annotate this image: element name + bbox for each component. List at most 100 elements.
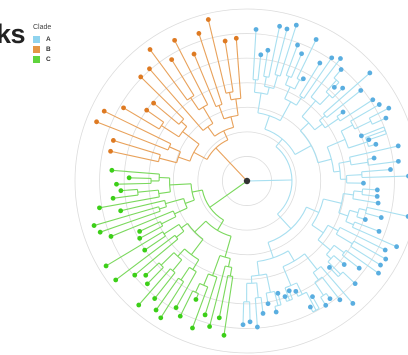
branch-a bbox=[260, 297, 264, 314]
tip-node-c bbox=[173, 305, 179, 311]
tip-node-a bbox=[338, 56, 343, 61]
branch-a bbox=[365, 212, 382, 219]
tip-node-a bbox=[382, 247, 388, 253]
branch-c bbox=[112, 194, 139, 199]
branch-b bbox=[149, 49, 188, 101]
tip-node-b bbox=[151, 100, 157, 106]
tip-node-a bbox=[361, 180, 366, 186]
branch-c bbox=[169, 183, 192, 186]
branch-a bbox=[256, 261, 260, 276]
branch-a bbox=[311, 224, 324, 234]
branch-c bbox=[194, 220, 207, 233]
branch-a bbox=[277, 213, 292, 230]
branch-b bbox=[218, 105, 225, 120]
legend-title: Clade bbox=[33, 24, 52, 31]
tip-node-c bbox=[103, 263, 109, 269]
tip-node-c bbox=[152, 296, 158, 301]
tip-node-a bbox=[374, 193, 380, 199]
branch-a bbox=[350, 161, 368, 166]
tip-node-c bbox=[132, 272, 138, 278]
legend-swatch-b bbox=[33, 45, 40, 53]
tip-node-a bbox=[383, 256, 389, 262]
branch-b bbox=[224, 40, 234, 92]
branch-a bbox=[352, 198, 379, 204]
branch-b bbox=[193, 151, 208, 160]
branch-a bbox=[306, 206, 320, 214]
tip-node-a bbox=[358, 88, 364, 93]
branch-a bbox=[285, 44, 299, 76]
tip-node-b bbox=[121, 105, 126, 111]
arc-a bbox=[383, 126, 387, 134]
tree-ring bbox=[123, 57, 371, 305]
arc-a bbox=[356, 208, 360, 217]
tip-node-a bbox=[323, 302, 329, 308]
branch-b bbox=[235, 98, 239, 116]
arc-a bbox=[275, 146, 293, 215]
arc-b bbox=[202, 122, 214, 131]
branch-a bbox=[284, 86, 291, 99]
branch-c bbox=[110, 210, 174, 237]
branch-a bbox=[295, 96, 303, 106]
arc-b bbox=[167, 143, 172, 151]
arc-a bbox=[297, 291, 307, 297]
branch-a bbox=[324, 118, 339, 129]
branch-c bbox=[137, 189, 159, 193]
branch-b bbox=[149, 68, 204, 131]
branch-a bbox=[273, 75, 279, 89]
arc-a bbox=[349, 157, 352, 165]
branch-c bbox=[212, 255, 221, 276]
branch-c bbox=[158, 191, 171, 195]
branch-a bbox=[350, 245, 381, 266]
branch-c bbox=[190, 238, 204, 256]
tip-node-a bbox=[329, 55, 335, 61]
arc-a bbox=[255, 296, 262, 299]
branch-a bbox=[340, 124, 353, 132]
tip-node-c bbox=[137, 235, 143, 241]
arc-a bbox=[327, 255, 335, 263]
branch-a bbox=[287, 250, 295, 262]
arc-b bbox=[230, 97, 241, 101]
tip-node-c bbox=[118, 208, 124, 214]
tip-node-a bbox=[395, 158, 401, 164]
branch-a bbox=[242, 301, 245, 325]
branch-a bbox=[319, 94, 330, 106]
arc-a bbox=[284, 282, 297, 289]
branch-a bbox=[326, 254, 332, 260]
branch-a bbox=[338, 212, 349, 217]
concentric-rings bbox=[74, 8, 408, 354]
branch-c bbox=[138, 268, 171, 306]
branch-c bbox=[229, 267, 233, 277]
branch-a bbox=[254, 297, 258, 328]
branch-c bbox=[145, 262, 160, 276]
tip-node-a bbox=[253, 27, 259, 32]
branch-a bbox=[350, 104, 380, 122]
branch-a bbox=[323, 72, 371, 115]
branch-a bbox=[352, 226, 397, 248]
tip-node-a bbox=[374, 187, 380, 193]
arc-a bbox=[274, 304, 282, 307]
branch-c bbox=[191, 189, 203, 193]
branch-a bbox=[346, 174, 362, 177]
branch-b bbox=[193, 53, 217, 107]
branch-a bbox=[314, 282, 324, 296]
branch-c bbox=[195, 283, 201, 293]
branch-a bbox=[304, 253, 318, 270]
tip-node-c bbox=[91, 223, 97, 228]
tree-branches bbox=[93, 19, 408, 336]
tip-node-a bbox=[388, 167, 393, 172]
branch-c bbox=[93, 206, 159, 227]
branch-a bbox=[361, 194, 378, 197]
legend-label-b: B bbox=[46, 45, 51, 53]
branch-b bbox=[169, 146, 181, 153]
tip-node-a bbox=[295, 42, 300, 48]
arc-c bbox=[178, 224, 185, 232]
tip-node-c bbox=[190, 325, 195, 331]
branch-a bbox=[369, 107, 390, 119]
branch-a bbox=[321, 276, 341, 301]
tip-node-c bbox=[136, 302, 142, 308]
tip-node-a bbox=[366, 137, 372, 143]
legend-item-a: A bbox=[33, 34, 67, 44]
branch-a bbox=[317, 239, 331, 251]
branch-b bbox=[230, 116, 235, 128]
branch-c bbox=[179, 290, 194, 317]
